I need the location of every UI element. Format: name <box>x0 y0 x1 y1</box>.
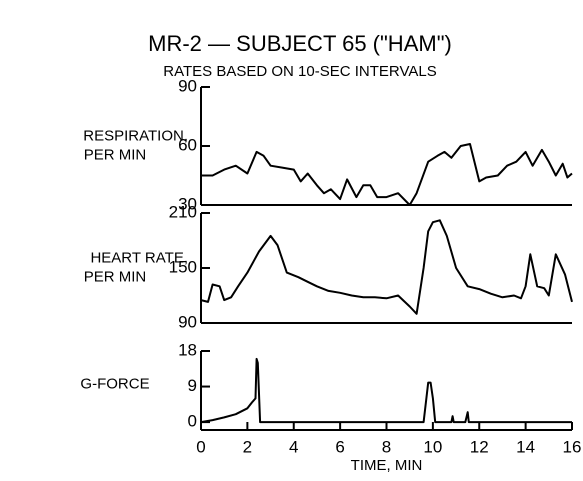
y-tick-label: 0 <box>188 412 197 431</box>
y-axis-label: HEART RATE, <box>90 249 188 266</box>
y-tick-label: 18 <box>178 340 197 359</box>
x-tick-label: 4 <box>289 437 298 456</box>
y-axis-label: PER MIN <box>84 146 147 163</box>
x-tick-label: 16 <box>563 437 582 456</box>
x-axis-label: TIME, MIN <box>351 457 423 474</box>
data-line <box>200 357 572 424</box>
chart-subtitle: RATES BASED ON 10-SEC INTERVALS <box>163 63 436 80</box>
x-tick-label: 10 <box>423 437 442 456</box>
chart-title: MR-2 — SUBJECT 65 ("HAM") <box>148 31 452 56</box>
y-tick-label: 90 <box>178 312 197 331</box>
x-tick-label: 8 <box>382 437 391 456</box>
data-line <box>200 219 573 315</box>
y-tick-label: 150 <box>169 257 197 276</box>
y-axis-label: RESPIRATION, <box>83 127 188 144</box>
data-line <box>201 143 573 206</box>
x-tick-label: 2 <box>243 437 252 456</box>
y-tick-label: 210 <box>169 202 197 221</box>
y-axis-label: G-FORCE <box>80 375 149 392</box>
x-tick-label: 0 <box>196 437 205 456</box>
y-tick-label: 60 <box>178 135 197 154</box>
y-axis-label: PER MIN <box>84 268 147 285</box>
x-tick-label: 14 <box>516 437 535 456</box>
x-tick-label: 6 <box>335 437 344 456</box>
y-tick-label: 90 <box>178 76 197 95</box>
y-tick-label: 9 <box>188 376 197 395</box>
x-tick-label: 12 <box>470 437 489 456</box>
y-tick-label: 30 <box>178 194 197 213</box>
